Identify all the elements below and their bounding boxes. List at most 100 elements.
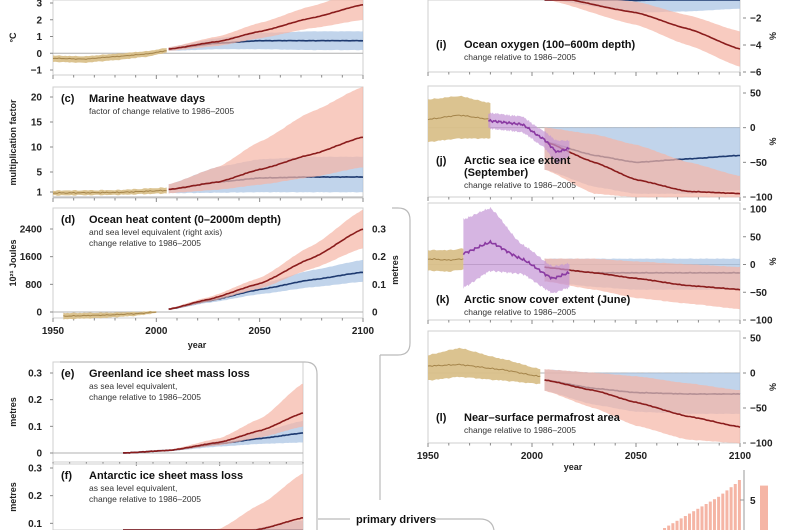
panel-subtitle: change relative to 1986–2005 [464,425,576,435]
panel-l: 50 0 −50 −100 1950 2000 2050 2100% (l) Near–surfa… [417,330,778,462]
panel-d: 0 800 1600 2400 0 0.1 0.2 0.3 1950 2000 2050 2100 10… [8,207,400,337]
y-tick-label: 0 [750,123,756,134]
panel-subtitle: and sea level equivalent (right axis) [89,227,222,237]
historical-mean-line [63,311,157,317]
x-axis-label-left: year [188,340,207,350]
red-range-band [123,473,303,530]
panel-title: Near–surface permafrost area [464,412,621,424]
panel-i: −2 −4 −6% (i) Ocean oxygen (100–600m depth)c… [427,0,778,79]
red-range-band [544,258,740,310]
panel-subtitle: change relative to 1986–2005 [464,307,576,317]
panel-title: Marine heatwave days [89,93,205,105]
y-axis-label: °C [8,32,18,43]
panel-subtitle: change relative to 1986–2005 [464,52,576,62]
historical-range-band [428,347,541,385]
bracket-e [60,361,318,530]
y-tick-label: 1600 [20,252,43,263]
panel-k: 100 50 0 −50 −100% (k) Arctic snow cover exten… [427,202,778,327]
panel-letter: (k) [436,294,450,306]
panel-subtitle: change relative to 1986–2005 [89,494,201,504]
red-mean-line [544,0,741,50]
panel-title-line2: (September) [464,167,529,179]
red-range-band [168,0,363,51]
y-tick-label: −100 [750,439,773,450]
red-range-band [123,383,303,454]
bar [675,520,679,530]
obs-mean-line [488,118,570,154]
panel-subtitle: change relative to 1986–2005 [464,180,576,190]
red-mean-line [544,266,741,291]
panel-j: 50 0 −50 −100% (j) Arctic sea ice extent(Sept… [427,85,778,204]
x-tick-label: 2050 [249,326,272,337]
y-tick-label: −100 [750,316,773,327]
y-tick-label: 0.2 [28,491,42,502]
bar [733,484,737,530]
y-tick-label: 0 [36,308,42,319]
y-tick-label: 0 [36,49,42,60]
historical-mean-line [52,189,167,194]
bar [704,504,708,530]
bar [725,490,729,530]
y-tick-label: −50 [750,288,767,299]
y-tick-label: 5 [36,168,42,179]
panel-title: Antarctic ice sheet mass loss [89,470,243,482]
y-axis-label: % [768,32,778,40]
y-tick-label: 1 [36,188,42,199]
y-tick-label: 100 [750,205,767,216]
x-axis-label-right: year [564,462,583,472]
y-axis-label: metres [8,397,18,427]
historical-mean-line [427,114,491,121]
panel-subtitle: change relative to 1986–2005 [89,238,201,248]
red-range-band [168,209,363,311]
y-tick-label: 50 [750,232,762,243]
y-tick-label: −4 [750,41,762,52]
x-tick-label: 2100 [352,326,375,337]
panel-subtitle: change relative to 1986–2005 [89,392,201,402]
y-tick-label: 0.2 [28,395,42,406]
y-right-tick-label: 0 [372,308,378,319]
y-tick-label: 0 [36,449,42,460]
panel-letter: (i) [436,39,447,51]
obs-range-band [463,206,570,294]
panel-f: 0.1 0.2 0.3 metres (f) Antarctic ice sheet ma… [8,463,304,530]
historical-range-band [53,187,167,196]
red-mean-line [168,4,364,50]
red-mean-line [168,136,364,191]
y-axis-label-right: metres [390,255,400,285]
panel-letter: (d) [61,214,75,226]
bar [696,508,700,530]
x-tick-label: 1950 [417,451,440,462]
y-tick-label: 800 [25,280,42,291]
y-tick-label: 2 [36,15,42,26]
y-tick-label: 0.1 [28,422,42,433]
connectors: primary drivers year year [60,207,583,530]
y-tick-label: 20 [31,93,43,104]
y-tick-label: 10 [31,143,43,154]
panel-letter: (f) [61,470,72,482]
panel-subtitle: as sea level equivalent, [89,483,177,493]
y-tick-label: −50 [750,158,767,169]
bar [692,511,696,530]
panel-title: Ocean oxygen (100–600m depth) [464,39,636,51]
panel-b: −1 0 1 2 3 °C [8,0,364,79]
panel-e: 0 0.1 0.2 0.3 metres (e) Greenland ice sheet m… [8,361,304,466]
y-tick-label: −100 [750,193,773,204]
y-tick-label: 3 [36,0,42,10]
x-tick-label: 2050 [625,451,648,462]
panel-letter: (j) [436,155,447,167]
obs-mean-line [462,239,570,281]
bar [663,528,667,530]
bracket-d [380,207,411,356]
y-tick-label: −2 [750,14,762,25]
historical-range-band [53,48,167,63]
bar [737,480,741,530]
y-tick-label: −1 [31,66,43,77]
bar [671,523,675,530]
primary-drivers-label: primary drivers [356,514,436,526]
bar [667,525,671,530]
y-axis-label: multiplication factor [8,99,18,186]
bar [683,516,687,530]
bar [708,501,712,530]
